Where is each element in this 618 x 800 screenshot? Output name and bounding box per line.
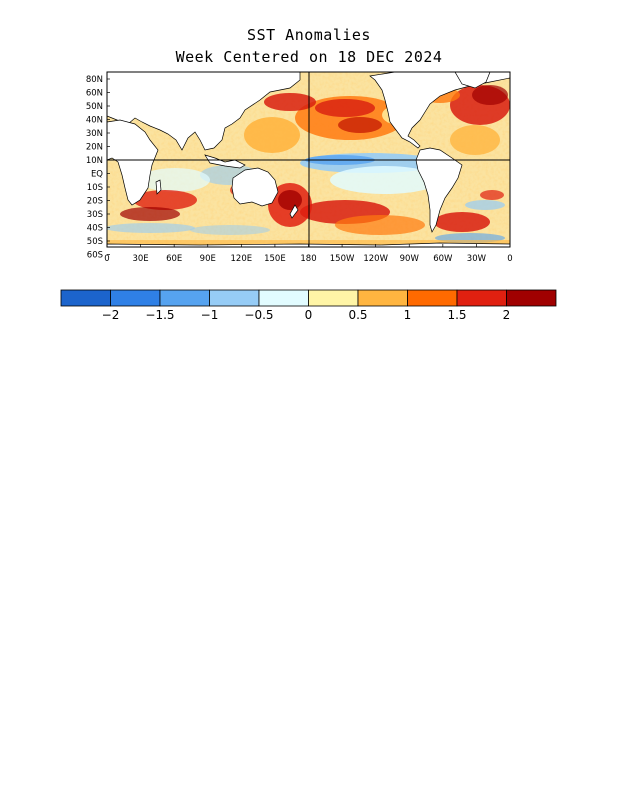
colorbar-swatch [258, 289, 309, 307]
lon-tick-label: 30W [467, 254, 487, 264]
africa [107, 119, 159, 206]
lon-tick-label: 180 [300, 254, 316, 264]
greenland [454, 72, 491, 89]
colorbar-label: 1.5 [447, 308, 466, 322]
lat-tick-label: 40N [86, 116, 103, 126]
chart-subtitle: Week Centered on 18 DEC 2024 [175, 48, 443, 66]
colorbar-swatch [308, 289, 359, 307]
lat-tick-label: 30N [86, 129, 103, 139]
colorbar-swatch [209, 289, 260, 307]
indonesia [204, 154, 246, 169]
australia [231, 167, 279, 207]
lon-tick-label: 150E [264, 254, 286, 264]
lat-tick-label: 20N [86, 143, 103, 153]
lon-tick-label: 120W [363, 254, 388, 264]
lon-tick-label: 0 [507, 254, 512, 264]
colorbar-swatch [159, 289, 210, 307]
lat-tick-label: 30S [87, 210, 103, 220]
colorbar-swatch [407, 289, 458, 307]
new-zealand [289, 204, 299, 219]
colorbar: −2 −1.5 −1 −0.5 0 0.5 1 1.5 2 [60, 289, 557, 322]
lat-tick-label: 40S [87, 224, 103, 234]
lon-tick-label: 120E [231, 254, 253, 264]
colorbar-label: 1 [404, 308, 412, 322]
colorbar-label: −0.5 [244, 308, 273, 322]
colorbar-swatch [506, 289, 557, 307]
lat-tick-label: 50N [86, 102, 103, 112]
chart-title: SST Anomalies [247, 26, 371, 44]
lon-tick-label: 150W [330, 254, 355, 264]
lat-tick-label: EQ [91, 170, 103, 180]
madagascar [155, 179, 162, 195]
lon-tick-label: 0 [104, 254, 109, 264]
lon-tick-label: 60W [433, 254, 453, 264]
colorbar-swatch [110, 289, 161, 307]
lat-tick-label: 20S [87, 197, 103, 207]
eurasia [107, 72, 301, 151]
colorbar-label: 2 [503, 308, 511, 322]
lon-tick-label: 60E [166, 254, 182, 264]
south-america [415, 147, 463, 233]
colorbar-label: −1.5 [145, 308, 174, 322]
lat-tick-label: 80N [86, 75, 103, 85]
colorbar-label: 0.5 [348, 308, 367, 322]
colorbar-swatch [60, 289, 111, 307]
lat-tick-label: 60S [87, 251, 103, 261]
lat-tick-label: 10S [87, 183, 103, 193]
lat-tick-label: 50S [87, 237, 103, 247]
longitude-axis: 0 30E 60E 90E 120E 150E 180 150W 120W 90W 60W 30W 0 [104, 244, 513, 264]
colorbar-label: −2 [102, 308, 120, 322]
lon-tick-label: 90W [400, 254, 420, 264]
colorbar-label: −1 [201, 308, 219, 322]
lon-tick-label: 90E [200, 254, 216, 264]
lat-tick-label: 10N [86, 156, 103, 166]
colorbar-swatch [456, 289, 507, 307]
lon-tick-label: 30E [132, 254, 148, 264]
latitude-axis: 80N 60N 50N 40N 30N 20N 10N EQ 10S 20S 30S 40S 50S 60… [86, 75, 110, 261]
colorbar-label: 0 [305, 308, 313, 322]
colorbar-swatch [357, 289, 408, 307]
lat-tick-label: 60N [86, 89, 103, 99]
